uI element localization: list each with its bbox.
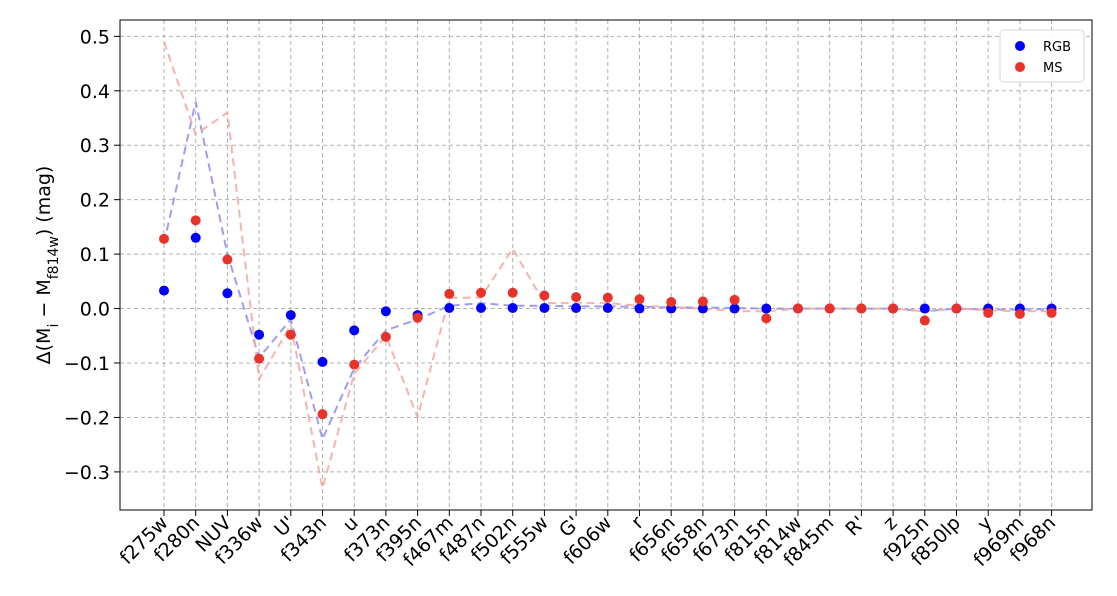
data-point-ms [888,303,899,314]
data-point-ms [349,359,360,370]
data-point-rgb [697,303,708,314]
legend: RGB MS [999,29,1085,83]
y-axis-label-suffix: ) (mag) [33,166,55,237]
y-tick-label: −0.2 [64,407,110,429]
data-point-ms [285,329,296,340]
y-tick-label: 0.4 [80,81,110,103]
data-point-ms [476,287,486,298]
data-point-rgb [729,303,740,314]
data-point-ms [602,292,613,303]
data-point-rgb [444,303,455,314]
data-point-ms [824,303,835,314]
legend-box [999,29,1085,83]
data-point-rgb [159,285,169,296]
data-point-ms [793,303,803,314]
x-tick-label: R' [841,512,870,541]
series-points [159,215,1057,420]
data-point-rgb [285,310,296,321]
y-tick-label: 0.2 [80,190,110,212]
y-tick-label: −0.3 [64,462,110,484]
y-tick-label: 0.1 [80,244,110,266]
y-axis-label-prefix: Δ(M [33,328,55,365]
series-line-ms [163,41,1052,489]
y-tick-label: 0.0 [80,299,110,321]
data-point-rgb [602,303,613,314]
y-tick-label: 0.5 [80,26,110,48]
data-point-ms [666,297,677,308]
data-point-rgb [349,325,360,336]
data-point-rgb [571,303,582,314]
data-point-ms [222,254,233,265]
y-axis-label: Δ(Mi − Mf814w) (mag) [33,166,62,365]
data-point-ms [317,409,328,420]
data-point-rgb [507,303,518,314]
data-point-ms [856,303,867,314]
data-point-rgb [254,329,265,340]
data-point-ms [983,307,994,318]
data-point-ms [729,294,740,305]
y-axis-ticks: 0.5 0.4 0.3 0.2 0.1 0.0 −0.1 −0.2 −0.3 [64,26,120,484]
data-point-ms [1046,307,1057,318]
data-point-ms [539,290,550,301]
data-point-rgb [380,306,391,317]
data-point-ms [761,313,772,324]
data-point-ms [412,312,423,323]
y-axis-label-sub2: f814w [46,236,62,279]
legend-marker-ms [1015,62,1025,72]
data-point-ms [190,215,201,226]
data-point-rgb [761,303,772,314]
data-point-rgb [222,288,233,299]
y-axis-label-mid: − M [33,279,55,323]
data-point-rgb [919,303,930,314]
data-point-ms [951,303,962,314]
data-point-ms [571,292,582,303]
data-point-ms [507,287,518,298]
data-point-rgb [190,232,201,243]
data-point-ms [697,296,708,307]
data-point-ms [1014,309,1025,319]
y-tick-label: 0.3 [80,135,110,157]
legend-marker-rgb [1015,41,1025,51]
data-point-rgb [634,303,645,314]
data-point-rgb [539,303,550,314]
data-point-ms [444,288,455,299]
data-point-ms [159,233,169,244]
data-point-ms [919,315,930,326]
y-tick-label: −0.1 [64,353,110,375]
plot-frame [119,19,1093,511]
grid [120,20,1092,510]
legend-label-rgb: RGB [1043,40,1071,55]
data-point-ms [254,353,265,364]
data-point-rgb [476,303,486,314]
legend-label-ms: MS [1043,61,1062,76]
data-point-rgb [317,356,328,367]
series-line-rgb [163,101,1052,443]
data-point-ms [380,331,391,342]
y-axis-label-sub1: i [46,324,62,328]
data-point-ms [634,294,645,305]
